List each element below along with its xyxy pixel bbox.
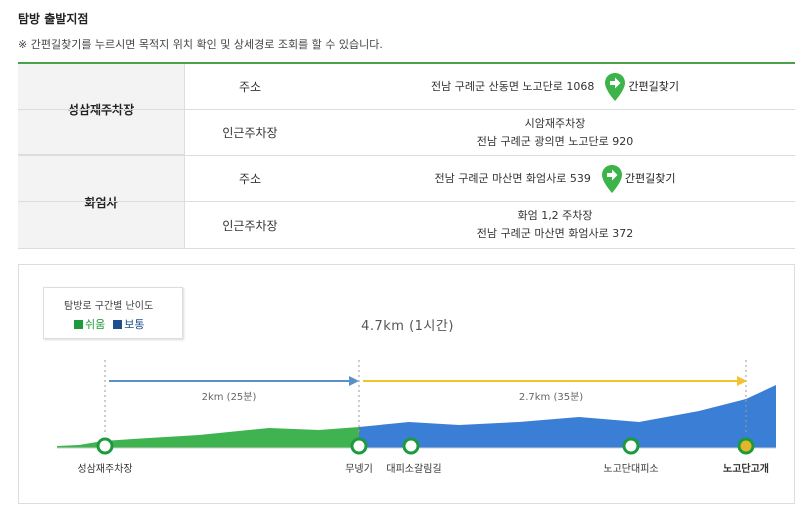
- waypoint-label: 성삼재주차장: [77, 463, 132, 475]
- total-distance: 4.7km (1시간): [361, 319, 454, 334]
- easy-route-label: 간편길찾기: [624, 171, 676, 185]
- terrain-easy: [57, 427, 359, 448]
- page-title: 탐방 출발지점: [18, 12, 89, 26]
- easy-route-button[interactable]: 간편길찾기: [604, 72, 679, 102]
- difficulty-legend: 탐방로 구간별 난이도 쉬움 보통: [43, 287, 183, 339]
- easy-route-button[interactable]: 간편길찾기: [601, 164, 676, 194]
- legend-easy: 쉬움: [74, 316, 105, 332]
- waypoint-marker: [622, 437, 640, 455]
- map-pin-icon: [605, 72, 626, 101]
- waypoint-marker: [96, 437, 114, 455]
- parking-name: 시암재주차장: [524, 116, 586, 130]
- legend-normal: 보통: [113, 316, 145, 332]
- waypoint-label: 노고단대피소: [603, 463, 658, 475]
- address-value: 전남 구례군 마산면 화엄사로 539: [434, 171, 591, 185]
- address-label: 주소: [238, 172, 262, 186]
- waypoint-marker: [402, 437, 420, 455]
- parking-name: 화엄 1,2 주차장: [517, 209, 593, 222]
- parking-address: 전남 구례군 광의면 노고단로 920: [476, 134, 634, 148]
- parking-label: 인근주차장: [222, 218, 278, 233]
- parking-address: 전남 구례군 마산면 화엄사로 372: [476, 227, 634, 240]
- segment-label-2: 2.7km (35분): [519, 391, 583, 403]
- easy-route-label: 간편길찾기: [628, 79, 680, 93]
- map-pin-icon: [601, 164, 622, 193]
- waypoint-label: 무넹기: [345, 463, 373, 475]
- course-profile-panel: 탐방로 구간별 난이도 쉬움 보통 4.7km (1시간) 2km (25분) …: [18, 264, 795, 504]
- segment-label-1: 2km (25분): [202, 391, 257, 403]
- place-name-hwaeomsa: 화엄사: [18, 156, 185, 248]
- parking-label: 인근주차장: [222, 126, 278, 140]
- start-point-table: 성삼재주차장 주소 전남 구례군 산동면 노고단로 1068 간편길찾기 인근주…: [18, 62, 795, 249]
- waypoint-marker: [350, 437, 368, 455]
- address-label: 주소: [238, 80, 262, 94]
- waypoint-label: 대피소갈림길: [386, 462, 441, 475]
- notice-text: ※ 간편길찾기를 누르시면 목적지 위치 확인 및 상세경로 조회를 할 수 있…: [18, 38, 383, 51]
- goal-label: 노고단고개: [723, 462, 769, 475]
- address-value: 전남 구례군 산동면 노고단로 1068: [430, 79, 595, 93]
- legend-title: 탐방로 구간별 난이도: [64, 301, 154, 312]
- goal-marker: [737, 437, 755, 455]
- terrain-normal: [359, 385, 776, 448]
- elevation-profile: 2km (25분) 2.7km (35분) 성삼재주차장 무넹기 대피소갈림길 …: [57, 360, 776, 475]
